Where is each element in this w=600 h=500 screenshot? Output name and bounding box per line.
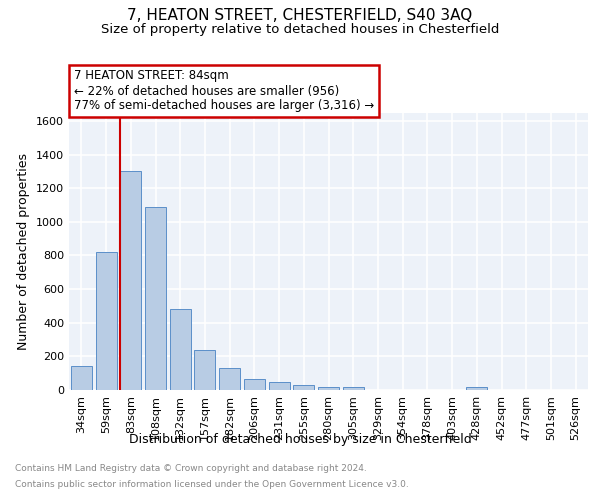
Bar (145, 206, 166, 390)
Bar (194, 350, 215, 390)
Bar (95, 252, 116, 390)
Bar (120, 172, 141, 390)
Bar (343, 386, 364, 390)
Bar (269, 382, 290, 390)
Bar (466, 386, 487, 390)
Text: Distribution of detached houses by size in Chesterfield: Distribution of detached houses by size … (128, 432, 472, 446)
Text: Contains public sector information licensed under the Open Government Licence v3: Contains public sector information licen… (15, 480, 409, 489)
Bar (219, 368, 240, 390)
Text: Contains HM Land Registry data © Crown copyright and database right 2024.: Contains HM Land Registry data © Crown c… (15, 464, 367, 473)
Bar (71, 366, 92, 390)
Bar (244, 379, 265, 390)
Text: 7 HEATON STREET: 84sqm
← 22% of detached houses are smaller (956)
77% of semi-de: 7 HEATON STREET: 84sqm ← 22% of detached… (74, 70, 374, 112)
Bar (318, 386, 339, 390)
Bar (293, 385, 314, 390)
Bar (170, 310, 191, 390)
Text: 7, HEATON STREET, CHESTERFIELD, S40 3AQ: 7, HEATON STREET, CHESTERFIELD, S40 3AQ (127, 8, 473, 22)
Text: Size of property relative to detached houses in Chesterfield: Size of property relative to detached ho… (101, 24, 499, 36)
Y-axis label: Number of detached properties: Number of detached properties (17, 153, 31, 350)
